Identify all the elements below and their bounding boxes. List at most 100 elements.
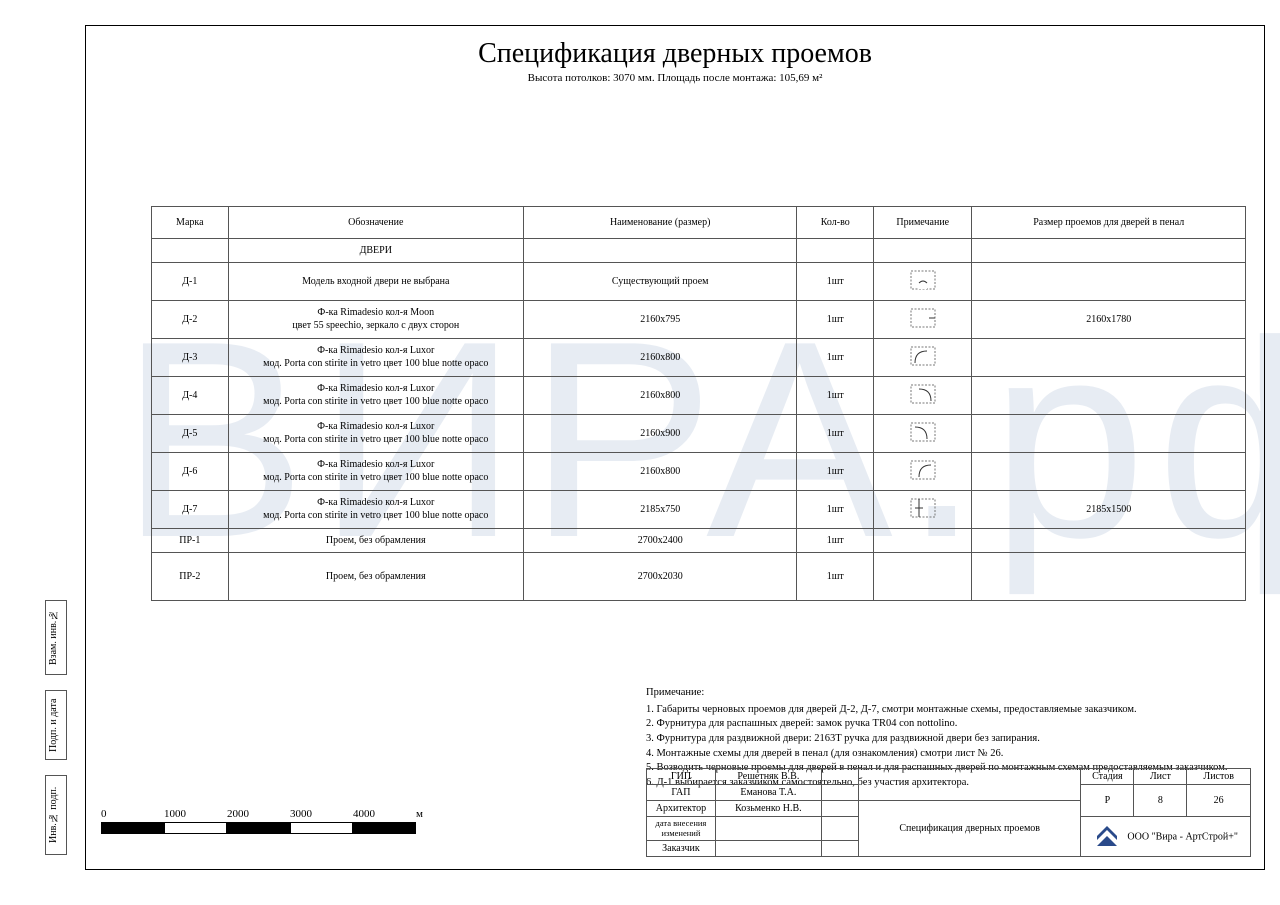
name-gip: Решетняк В.В. bbox=[715, 769, 821, 785]
cell-qty: 1шт bbox=[797, 529, 874, 553]
cell-note bbox=[874, 263, 972, 301]
page-subtitle: Высота потолков: 3070 мм. Площадь после … bbox=[86, 72, 1264, 84]
page-frame: Спецификация дверных проемов Высота пото… bbox=[85, 25, 1265, 870]
cell-qty: 1шт bbox=[797, 491, 874, 529]
page-title: Спецификация дверных проемов bbox=[86, 38, 1264, 70]
section-header: ДВЕРИ bbox=[228, 239, 523, 263]
note-line: 3. Фурнитура для раздвижной двери: 2163T… bbox=[646, 732, 1280, 747]
scale-4000: 4000 bbox=[353, 808, 416, 820]
cell-designation: Модель входной двери не выбрана bbox=[228, 263, 523, 301]
cell-note bbox=[874, 529, 972, 553]
side-label-1: Взам. инв.№ bbox=[45, 600, 67, 675]
side-stamp: Взам. инв.№ Подп. и дата Инв.№ подп. bbox=[45, 600, 67, 855]
table-row: Д-2 Ф-ка Rimadesio кол-я Moonцвет 55 spe… bbox=[152, 301, 1246, 339]
name-arch: Козьменко Н.В. bbox=[715, 801, 821, 817]
cell-qty: 1шт bbox=[797, 377, 874, 415]
note-line: 4. Монтажные схемы для дверей в пенал (д… bbox=[646, 747, 1280, 762]
cell-size: 2185x1500 bbox=[972, 491, 1246, 529]
cell-designation: Ф-ка Rimadesio кол-я Luxorмод. Porta con… bbox=[228, 339, 523, 377]
company-logo-icon bbox=[1093, 826, 1121, 848]
cell-qty: 1шт bbox=[797, 453, 874, 491]
cell-mark: Д-4 bbox=[152, 377, 229, 415]
cell-size bbox=[972, 529, 1246, 553]
col-name: Наименование (размер) bbox=[523, 207, 797, 239]
table-row: Д-1 Модель входной двери не выбрана Суще… bbox=[152, 263, 1246, 301]
cell-name: 2700x2030 bbox=[523, 553, 797, 601]
cell-mark: Д-1 bbox=[152, 263, 229, 301]
door-swing-icon bbox=[909, 421, 937, 443]
cell-qty: 1шт bbox=[797, 263, 874, 301]
cell-mark: Д-5 bbox=[152, 415, 229, 453]
side-label-3: Инв.№ подп. bbox=[45, 775, 67, 855]
cell-mark: Д-2 bbox=[152, 301, 229, 339]
cell-size bbox=[972, 339, 1246, 377]
scale-bar: 0 1000 2000 3000 4000 м bbox=[101, 808, 451, 834]
cell-name: 2160x800 bbox=[523, 453, 797, 491]
scale-2000: 2000 bbox=[227, 808, 290, 820]
cell-name: 2160x795 bbox=[523, 301, 797, 339]
cell-qty: 1шт bbox=[797, 339, 874, 377]
col-mark: Марка bbox=[152, 207, 229, 239]
cell-note bbox=[874, 301, 972, 339]
cell-designation: Проем, без обрамления bbox=[228, 553, 523, 601]
sheets-value: 26 bbox=[1187, 785, 1251, 817]
door-swing-icon bbox=[909, 497, 937, 519]
role-gap: ГАП bbox=[647, 785, 716, 801]
table-row: Д-3 Ф-ка Rimadesio кол-я Luxorмод. Porta… bbox=[152, 339, 1246, 377]
role-customer: Заказчик bbox=[647, 841, 716, 857]
table-row: Д-7 Ф-ка Rimadesio кол-я Luxorмод. Porta… bbox=[152, 491, 1246, 529]
cell-size bbox=[972, 453, 1246, 491]
stage-label: Стадия bbox=[1081, 769, 1134, 785]
door-swing-icon bbox=[909, 383, 937, 405]
col-note: Примечание bbox=[874, 207, 972, 239]
door-swing-icon bbox=[909, 459, 937, 481]
role-date: дата внесения изменений bbox=[647, 817, 716, 841]
cell-size bbox=[972, 415, 1246, 453]
scale-3000: 3000 bbox=[290, 808, 353, 820]
col-designation: Обозначение bbox=[228, 207, 523, 239]
title-block: Спецификация дверных проемов Высота пото… bbox=[86, 38, 1264, 84]
note-line: 1. Габариты черновых проемов для дверей … bbox=[646, 703, 1280, 718]
cell-designation: Ф-ка Rimadesio кол-я Luxorмод. Porta con… bbox=[228, 491, 523, 529]
cell-mark: Д-3 bbox=[152, 339, 229, 377]
cell-designation: Ф-ка Rimadesio кол-я Luxorмод. Porta con… bbox=[228, 377, 523, 415]
door-swing-icon bbox=[909, 307, 937, 329]
table-row: ПР-1 Проем, без обрамления 2700x2400 1шт bbox=[152, 529, 1246, 553]
sheets-label: Листов bbox=[1187, 769, 1251, 785]
cell-mark: ПР-2 bbox=[152, 553, 229, 601]
cell-note bbox=[874, 553, 972, 601]
note-line: 2. Фурнитура для распашных дверей: замок… bbox=[646, 717, 1280, 732]
cell-name: Существующий проем bbox=[523, 263, 797, 301]
cell-note bbox=[874, 453, 972, 491]
col-qty: Кол-во bbox=[797, 207, 874, 239]
cell-qty: 1шт bbox=[797, 301, 874, 339]
cell-designation: Проем, без обрамления bbox=[228, 529, 523, 553]
company-name: ООО "Вира - АртСтрой+" bbox=[1127, 831, 1238, 842]
drawing-title: Спецификация дверных проемов bbox=[858, 801, 1081, 857]
cell-note bbox=[874, 491, 972, 529]
spec-table: Марка Обозначение Наименование (размер) … bbox=[151, 206, 1246, 601]
col-size: Размер проемов для дверей в пенал bbox=[972, 207, 1246, 239]
cell-size bbox=[972, 263, 1246, 301]
cell-note bbox=[874, 415, 972, 453]
cell-name: 2160x800 bbox=[523, 377, 797, 415]
scale-unit: м bbox=[416, 808, 446, 820]
table-row: ПР-2 Проем, без обрамления 2700x2030 1шт bbox=[152, 553, 1246, 601]
role-arch: Архитектор bbox=[647, 801, 716, 817]
door-swing-icon bbox=[909, 269, 937, 291]
notes-title: Примечание: bbox=[646, 686, 1280, 701]
cell-note bbox=[874, 377, 972, 415]
cell-name: 2160x800 bbox=[523, 339, 797, 377]
cell-mark: Д-7 bbox=[152, 491, 229, 529]
section-row: ДВЕРИ bbox=[152, 239, 1246, 263]
cell-name: 2160x900 bbox=[523, 415, 797, 453]
scale-0: 0 bbox=[101, 808, 164, 820]
scale-1000: 1000 bbox=[164, 808, 227, 820]
cell-qty: 1шт bbox=[797, 415, 874, 453]
scale-strip bbox=[101, 822, 416, 834]
cell-size bbox=[972, 553, 1246, 601]
cell-name: 2700x2400 bbox=[523, 529, 797, 553]
name-gap: Еманова Т.А. bbox=[715, 785, 821, 801]
cell-designation: Ф-ка Rimadesio кол-я Moonцвет 55 speechi… bbox=[228, 301, 523, 339]
cell-size bbox=[972, 377, 1246, 415]
